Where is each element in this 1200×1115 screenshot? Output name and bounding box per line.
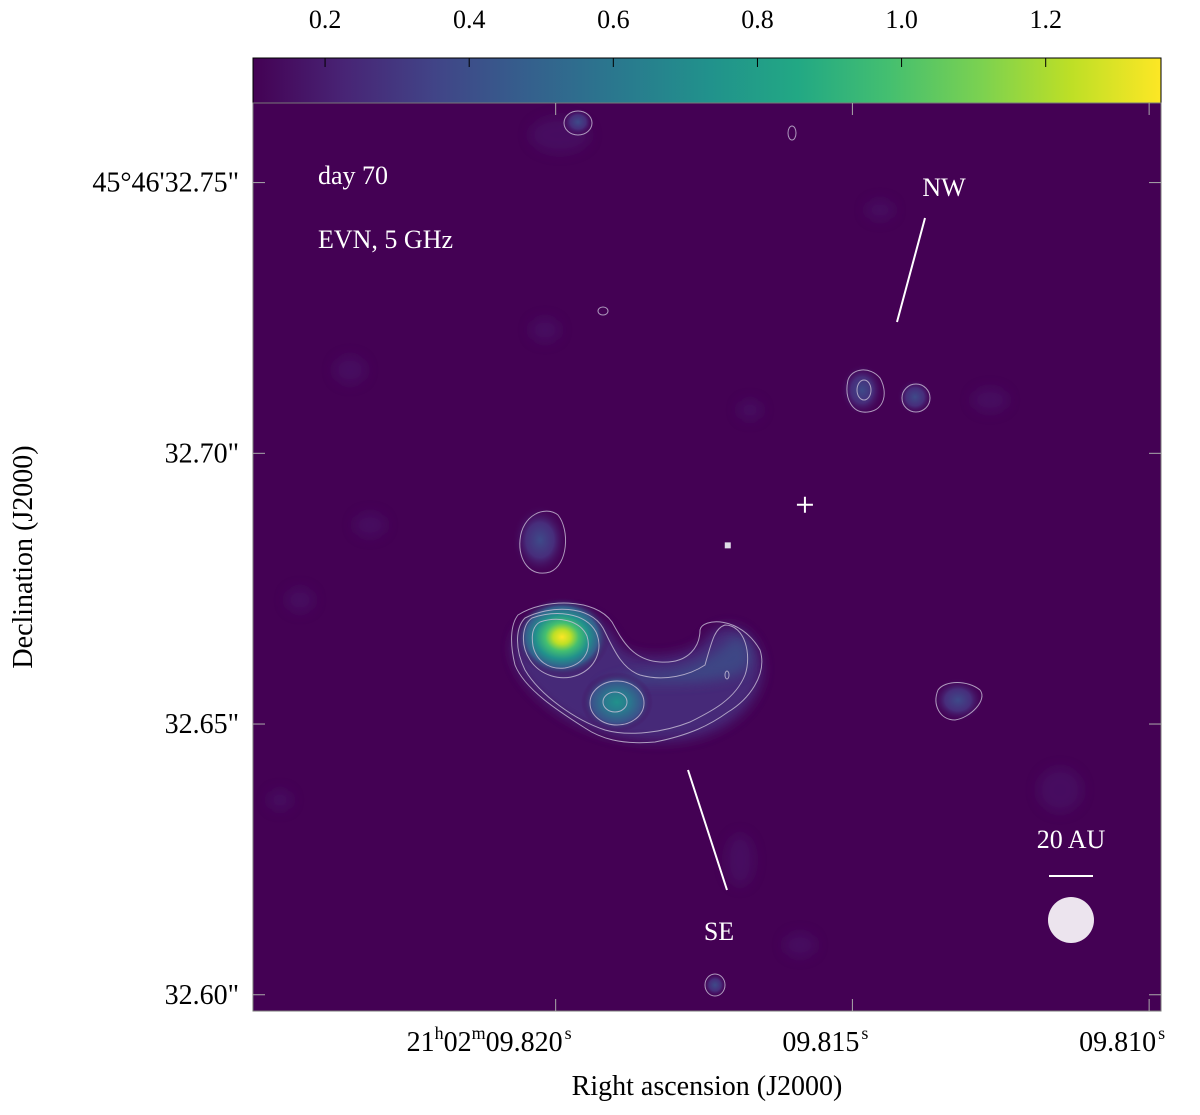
y-tick-label: 32.70" [165, 438, 239, 469]
x-tick-label-part: 02 [444, 1027, 472, 1058]
y-tick-label: 32.60" [165, 980, 239, 1011]
square-marker [724, 542, 731, 549]
beam-ellipse [1048, 897, 1094, 943]
plot-background [253, 103, 1161, 1011]
contour-se-2 [517, 608, 749, 734]
contour-nw-1 [846, 369, 885, 413]
x-tick-label-superscript: h [435, 1023, 444, 1043]
colorbar-tick-label: 1.2 [1029, 5, 1062, 34]
y-tick-label: 45°46'32.75" [92, 168, 239, 199]
contour-top-2 [787, 125, 797, 141]
x-tick-label-seconds: s [1158, 1023, 1165, 1043]
contour-se-outer [511, 602, 763, 744]
noise-patches [268, 117, 1082, 957]
colorbar-ticks: 0.2 0.4 0.6 0.8 1.0 1.2 [309, 5, 1062, 67]
contour-se-sub [589, 680, 645, 726]
colorbar-bar [252, 57, 1162, 104]
tick-labels: 45°46'32.75"32.70"32.65"32.60"21h02m09.8… [92, 168, 1165, 1058]
x-tick-label: 09.810 [1079, 1027, 1156, 1058]
colorbar-tick-label: 1.0 [885, 5, 918, 34]
contour-top-1 [563, 110, 593, 136]
contour-bottom [704, 973, 726, 997]
plot-frame [252, 102, 1162, 1012]
contour-se-4 [531, 618, 589, 669]
x-tick-label-part: 09.820 [486, 1027, 563, 1058]
axis-ticks [253, 103, 1161, 1011]
x-tick-label: 09.815 [782, 1027, 859, 1058]
cross-marker [796, 496, 813, 513]
label-se: SE [704, 917, 734, 946]
colorbar-tick-label: 0.8 [741, 5, 774, 34]
x-tick-label-part: 09.815 [782, 1027, 859, 1058]
contour-nw-2 [901, 383, 931, 413]
contour-mid-small [597, 306, 609, 316]
x-tick-label-part: 09.810 [1079, 1027, 1156, 1058]
x-tick-label: 21h02m09.820 [407, 1023, 563, 1058]
y-axis-label: Declination (J2000) [8, 445, 39, 668]
x-tick-label-seconds: s [861, 1023, 868, 1043]
colorbar: 0.2 0.4 0.6 0.8 1.0 1.2 [252, 5, 1162, 104]
colorbar-tick-label: 0.6 [597, 5, 630, 34]
contour-north-blob [519, 510, 567, 574]
contour-se-east [724, 670, 730, 680]
contour-east-blob [935, 682, 983, 721]
contour-se-sub-inner [602, 691, 628, 713]
x-tick-label-part: 21 [407, 1027, 435, 1058]
label-scale: 20 AU [1037, 825, 1106, 854]
annotation-array: EVN, 5 GHz [318, 225, 453, 254]
contour-se-3 [523, 613, 600, 679]
contours [511, 110, 983, 997]
x-tick-label-seconds: s [565, 1023, 572, 1043]
se-emission [512, 108, 984, 997]
se-leader-line [687, 769, 728, 891]
nw-leader-line [896, 217, 926, 323]
contour-nw-1-inner [856, 379, 872, 401]
intensity-map [268, 108, 1094, 997]
y-tick-label: 32.65" [165, 709, 239, 740]
x-axis-label: Right ascension (J2000) [572, 1071, 843, 1102]
x-tick-label-superscript: m [472, 1023, 486, 1043]
label-nw: NW [922, 173, 966, 202]
colorbar-tick-label: 0.2 [309, 5, 342, 34]
plot-area: 45°46'32.75"32.70"32.65"32.60"21h02m09.8… [92, 102, 1165, 1058]
annotation-day: day 70 [318, 161, 388, 190]
colorbar-tick-label: 0.4 [453, 5, 486, 34]
